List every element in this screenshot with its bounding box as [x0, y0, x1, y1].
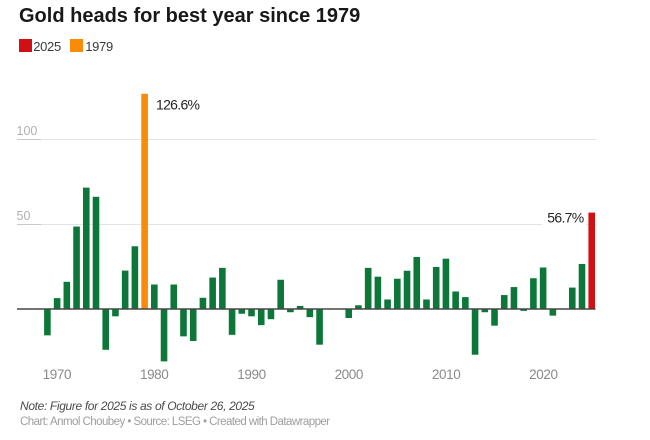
svg-text:100: 100 — [17, 124, 38, 138]
svg-text:2020: 2020 — [529, 367, 557, 382]
svg-text:1970: 1970 — [43, 367, 71, 382]
svg-text:2000: 2000 — [335, 367, 363, 382]
svg-text:2010: 2010 — [432, 367, 460, 382]
svg-text:1980: 1980 — [140, 367, 168, 382]
svg-text:56.7%: 56.7% — [547, 209, 583, 225]
svg-text:126.6%: 126.6% — [156, 97, 200, 113]
svg-text:1990: 1990 — [237, 367, 265, 382]
svg-text:50: 50 — [17, 209, 31, 223]
